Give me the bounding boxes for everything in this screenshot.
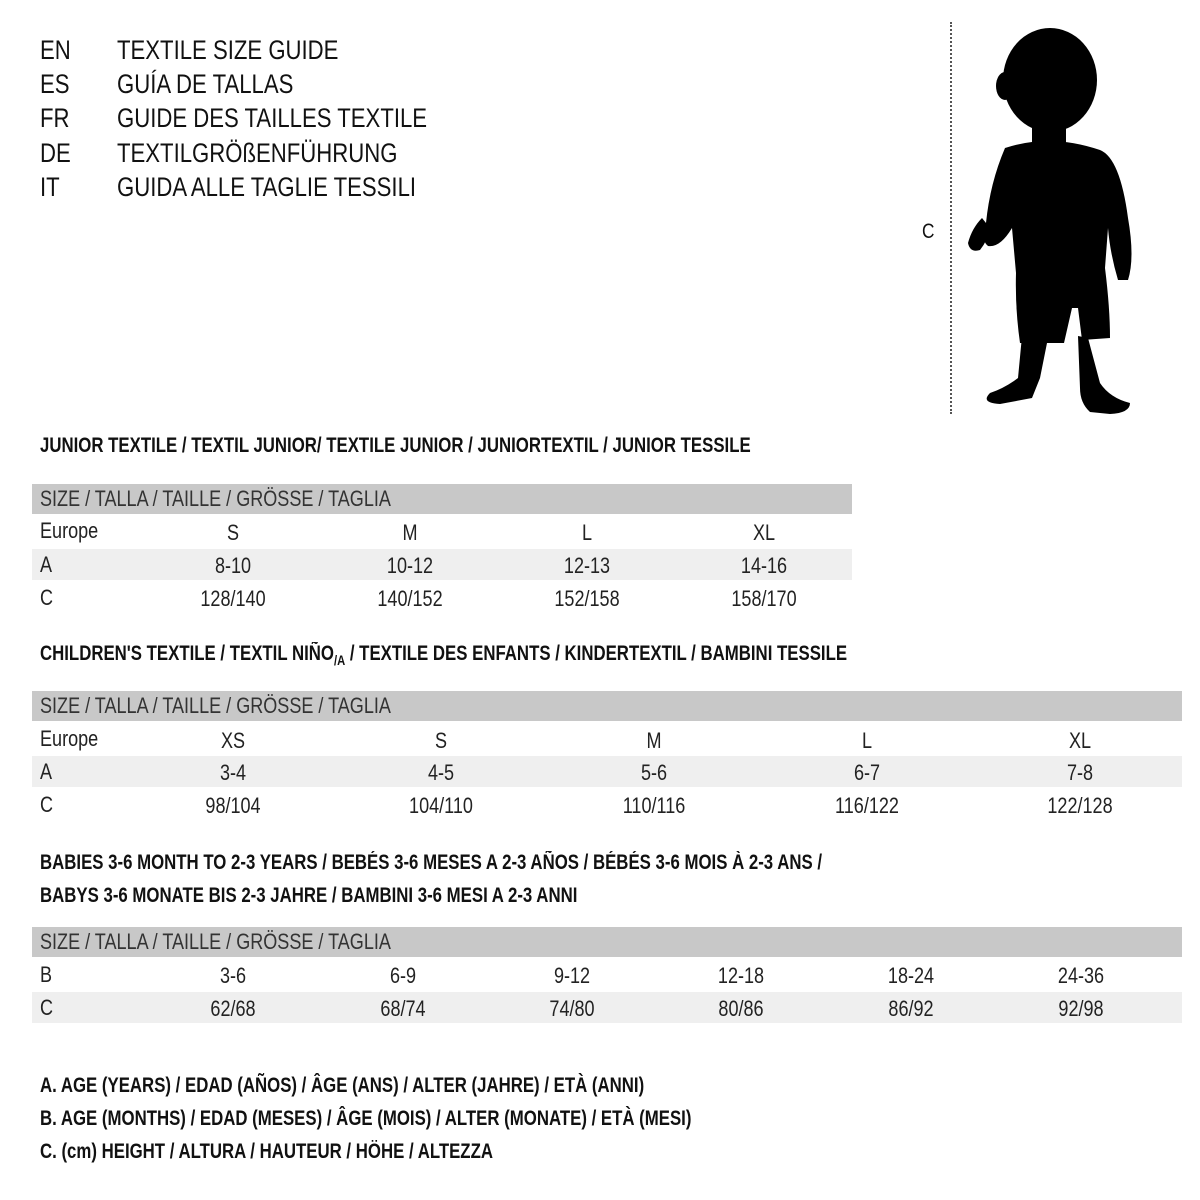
table-cell: 92/98 — [1058, 996, 1104, 1021]
table-cell: 80/86 — [718, 996, 764, 1021]
children-heading-rest: / TEXTILE DES ENFANTS / KINDERTEXTIL / B… — [345, 642, 848, 665]
language-title: TEXTILGRÖßENFÜHRUNG — [117, 138, 398, 168]
table-cell: 10-12 — [386, 553, 434, 578]
table-cell: L — [861, 728, 873, 753]
row-band — [32, 756, 1182, 787]
row-label: A — [40, 759, 53, 784]
table-cell: 122/128 — [1047, 793, 1113, 818]
children-heading: CHILDREN'S TEXTILE / TEXTIL NIÑO/A / TEX… — [40, 643, 847, 667]
table-cell: 3-4 — [219, 760, 247, 785]
size-header-label: SIZE / TALLA / TAILLE / GRÖSSE / TAGLIA — [40, 486, 391, 511]
table-cell: 110/116 — [622, 793, 686, 818]
row-band — [32, 549, 852, 580]
language-code: IT — [40, 172, 60, 202]
table-cell: 62/68 — [210, 996, 256, 1021]
table-cell: 86/92 — [888, 996, 934, 1021]
language-code: DE — [40, 138, 71, 168]
table-cell: 98/104 — [205, 793, 261, 818]
legend-item: B. AGE (MONTHS) / EDAD (MESES) / ÂGE (MO… — [40, 1107, 692, 1130]
height-measure-label: C — [922, 220, 935, 243]
row-label: Europe — [40, 518, 99, 543]
language-code: ES — [40, 69, 70, 99]
junior-heading: JUNIOR TEXTILE / TEXTIL JUNIOR/ TEXTILE … — [40, 434, 751, 457]
row-label: C — [40, 585, 54, 610]
language-title: GUIDA ALLE TAGLIE TESSILI — [117, 172, 417, 202]
table-cell: 24-36 — [1057, 963, 1105, 988]
language-title: GUIDE DES TAILLES TEXTILE — [117, 103, 428, 133]
table-cell: 104/110 — [409, 793, 473, 818]
table-cell: M — [646, 728, 662, 753]
table-cell: 5-6 — [640, 760, 668, 785]
table-cell: 158/170 — [731, 586, 797, 611]
size-header-label: SIZE / TALLA / TAILLE / GRÖSSE / TAGLIA — [40, 929, 391, 954]
language-title: TEXTILE SIZE GUIDE — [117, 35, 339, 65]
children-heading-main: CHILDREN'S TEXTILE / TEXTIL NIÑO — [40, 642, 334, 665]
table-cell: XS — [220, 728, 246, 753]
table-cell: M — [402, 520, 418, 545]
size-header-bar — [32, 691, 1182, 721]
table-cell: 140/152 — [377, 586, 443, 611]
language-code: FR — [40, 103, 70, 133]
table-cell: 68/74 — [380, 996, 426, 1021]
table-cell: 116/122 — [835, 793, 899, 818]
table-cell: 152/158 — [554, 586, 620, 611]
babies-heading-line1: BABIES 3-6 MONTH TO 2-3 YEARS / BEBÉS 3-… — [40, 851, 823, 874]
table-cell: 18-24 — [887, 963, 935, 988]
height-measure-line — [950, 22, 952, 414]
row-label: B — [40, 962, 53, 987]
legend-item: A. AGE (YEARS) / EDAD (AÑOS) / ÂGE (ANS)… — [40, 1074, 645, 1097]
table-cell: 12-18 — [717, 963, 765, 988]
size-header-label: SIZE / TALLA / TAILLE / GRÖSSE / TAGLIA — [40, 693, 391, 718]
language-title: GUÍA DE TALLAS — [117, 69, 294, 99]
row-label: C — [40, 792, 54, 817]
row-label: A — [40, 552, 53, 577]
table-cell: 14-16 — [740, 553, 788, 578]
row-label: C — [40, 995, 54, 1020]
babies-heading-line2: BABYS 3-6 MONATE BIS 2-3 JAHRE / BAMBINI… — [40, 884, 578, 907]
legend-item: C. (cm) HEIGHT / ALTURA / HAUTEUR / HÖHE… — [40, 1140, 493, 1163]
table-cell: S — [226, 520, 240, 545]
table-cell: XL — [1068, 728, 1092, 753]
table-cell: 8-10 — [214, 553, 252, 578]
table-cell: 3-6 — [219, 963, 247, 988]
child-silhouette-icon — [968, 28, 1132, 414]
row-band — [32, 992, 1182, 1023]
language-code: EN — [40, 35, 71, 65]
row-label: Europe — [40, 726, 99, 751]
table-cell: 6-7 — [853, 760, 881, 785]
table-cell: 9-12 — [553, 963, 591, 988]
table-cell: 4-5 — [427, 760, 455, 785]
table-cell: 74/80 — [549, 996, 595, 1021]
size-header-bar — [32, 484, 852, 514]
table-cell: XL — [752, 520, 776, 545]
size-header-bar — [32, 927, 1182, 957]
table-cell: L — [581, 520, 593, 545]
table-cell: 6-9 — [389, 963, 417, 988]
table-cell: 7-8 — [1066, 760, 1094, 785]
table-cell: 12-13 — [563, 553, 611, 578]
table-cell: 128/140 — [200, 586, 266, 611]
children-heading-sub: /A — [333, 652, 346, 668]
table-cell: S — [434, 728, 448, 753]
